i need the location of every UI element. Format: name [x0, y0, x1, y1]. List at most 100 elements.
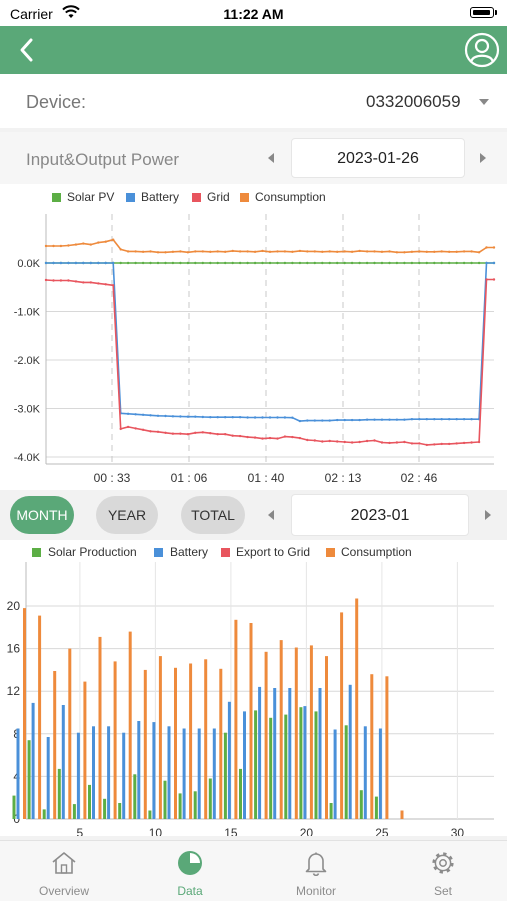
- line-point-consumption: [67, 244, 70, 247]
- bar-chart-x-tick-label: 25: [375, 826, 389, 836]
- bar-chart-x-tick-label: 30: [451, 826, 465, 836]
- legend-swatch-battery: [126, 193, 135, 202]
- line-point-battery: [44, 261, 48, 265]
- bar-solar-production: [374, 796, 378, 819]
- line-point-battery: [89, 261, 93, 265]
- line-point-solar-pv: [395, 261, 399, 265]
- legend-label-solar-production: Solar Production: [48, 545, 137, 559]
- line-point-solar-pv: [343, 261, 346, 265]
- line-point-battery: [380, 418, 384, 421]
- line-point-solar-pv: [470, 261, 473, 265]
- line-point-grid: [380, 441, 384, 444]
- line-point-solar-pv: [283, 261, 287, 265]
- bar-battery: [378, 728, 382, 819]
- line-point-consumption: [291, 250, 294, 253]
- line-point-consumption: [82, 242, 85, 245]
- legend-swatch-consumption: [326, 548, 335, 557]
- month-tab[interactable]: MONTH: [10, 496, 74, 534]
- line-point-solar-pv: [403, 261, 406, 265]
- line-point-grid: [477, 440, 481, 444]
- line-point-solar-pv: [194, 261, 197, 265]
- line-point-consumption: [238, 250, 242, 253]
- bar-consumption: [53, 671, 57, 819]
- bar-solar-production: [193, 791, 197, 819]
- month-date-picker[interactable]: 2023-01: [291, 494, 469, 536]
- bar-battery: [333, 729, 337, 819]
- line-point-solar-pv: [306, 261, 309, 265]
- gear-icon: [432, 852, 454, 874]
- line-chart-y-tick-label: -2.0K: [14, 355, 41, 367]
- bar-solar-production: [57, 768, 61, 819]
- line-point-battery: [112, 261, 115, 265]
- line-point-battery: [134, 413, 137, 416]
- line-point-battery: [328, 419, 331, 422]
- wifi-icon: [62, 5, 80, 18]
- total-tab[interactable]: TOTAL: [181, 496, 245, 534]
- line-point-battery: [171, 415, 175, 418]
- bar-solar-production: [284, 714, 288, 819]
- bar-consumption: [113, 661, 117, 819]
- line-point-battery: [433, 418, 436, 421]
- tab-monitor[interactable]: Monitor: [253, 840, 379, 900]
- line-point-solar-pv: [186, 261, 190, 265]
- line-point-consumption: [283, 250, 287, 253]
- line-point-grid: [156, 430, 160, 433]
- line-point-grid: [89, 281, 93, 284]
- prev-month-arrow-icon[interactable]: [268, 510, 274, 520]
- line-point-solar-pv: [261, 261, 264, 265]
- line-point-solar-pv: [216, 261, 219, 265]
- line-point-consumption: [358, 249, 361, 253]
- tab-data-label: Data: [177, 884, 203, 898]
- line-point-consumption: [365, 250, 369, 253]
- next-day-arrow-icon[interactable]: [480, 153, 486, 163]
- line-point-solar-pv: [141, 261, 145, 265]
- next-month-arrow-icon[interactable]: [485, 510, 491, 520]
- back-arrow-icon[interactable]: [14, 36, 42, 64]
- line-point-consumption: [350, 250, 354, 253]
- line-point-grid: [425, 443, 428, 447]
- bar-chart-y-tick-label: 20: [7, 599, 21, 613]
- bar-consumption: [264, 651, 268, 819]
- bar-battery: [167, 726, 171, 819]
- line-point-grid: [433, 443, 436, 446]
- legend-label-consumption: Consumption: [255, 190, 326, 204]
- line-point-solar-pv: [477, 261, 481, 265]
- bar-consumption: [68, 648, 72, 819]
- line-point-battery: [253, 416, 257, 419]
- bell-icon: [305, 852, 327, 876]
- bar-solar-production: [148, 810, 152, 819]
- line-point-solar-pv: [171, 261, 175, 265]
- user-profile-icon[interactable]: [464, 32, 500, 68]
- bar-battery: [197, 728, 201, 819]
- bar-battery: [348, 684, 352, 819]
- prev-day-arrow-icon[interactable]: [268, 153, 274, 163]
- device-selector[interactable]: 0332006059: [366, 92, 461, 111]
- line-point-solar-pv: [149, 261, 152, 265]
- line-point-solar-pv: [448, 261, 451, 265]
- bar-chart-y-tick-label: 16: [7, 642, 21, 656]
- line-point-battery: [141, 413, 145, 416]
- bar-solar-production: [27, 740, 31, 819]
- power-date-picker[interactable]: 2023-01-26: [291, 138, 465, 178]
- bar-consumption: [219, 668, 223, 819]
- line-chart-x-tick-label: 01 : 40: [248, 471, 285, 485]
- line-point-grid: [298, 436, 302, 440]
- tab-data[interactable]: Data: [127, 840, 253, 900]
- chevron-down-icon[interactable]: [479, 99, 489, 105]
- tab-overview[interactable]: Overview: [1, 840, 127, 900]
- line-point-consumption: [216, 250, 219, 253]
- bar-battery: [182, 728, 186, 819]
- year-tab[interactable]: YEAR: [96, 496, 158, 534]
- line-chart-y-tick-label: -3.0K: [14, 404, 41, 416]
- tab-set[interactable]: Set: [380, 840, 506, 900]
- line-point-solar-pv: [253, 261, 257, 265]
- bar-consumption: [279, 640, 283, 819]
- line-point-consumption: [261, 249, 264, 253]
- bar-consumption: [98, 636, 102, 819]
- bar-chart-x-tick-label: 5: [77, 826, 84, 836]
- line-point-solar-pv: [410, 261, 414, 265]
- line-point-battery: [231, 416, 234, 419]
- line-point-solar-pv: [418, 261, 421, 265]
- line-point-battery: [365, 418, 369, 421]
- line-point-solar-pv: [119, 261, 122, 265]
